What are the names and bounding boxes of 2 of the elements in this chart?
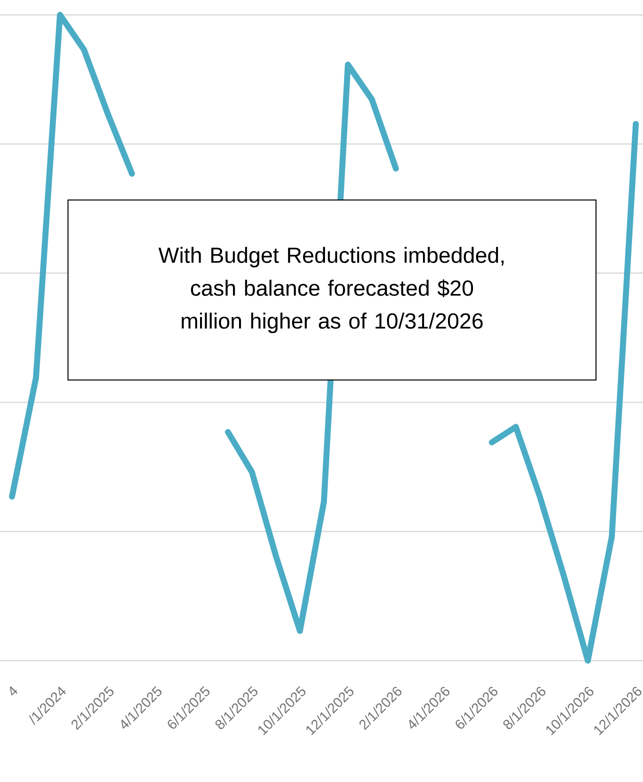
x-tick-label: 4 [10,686,18,696]
annotation: With Budget Reductions imbedded, cash balance forecasted $20 million higher as of 10/31/2026 [158,246,504,334]
